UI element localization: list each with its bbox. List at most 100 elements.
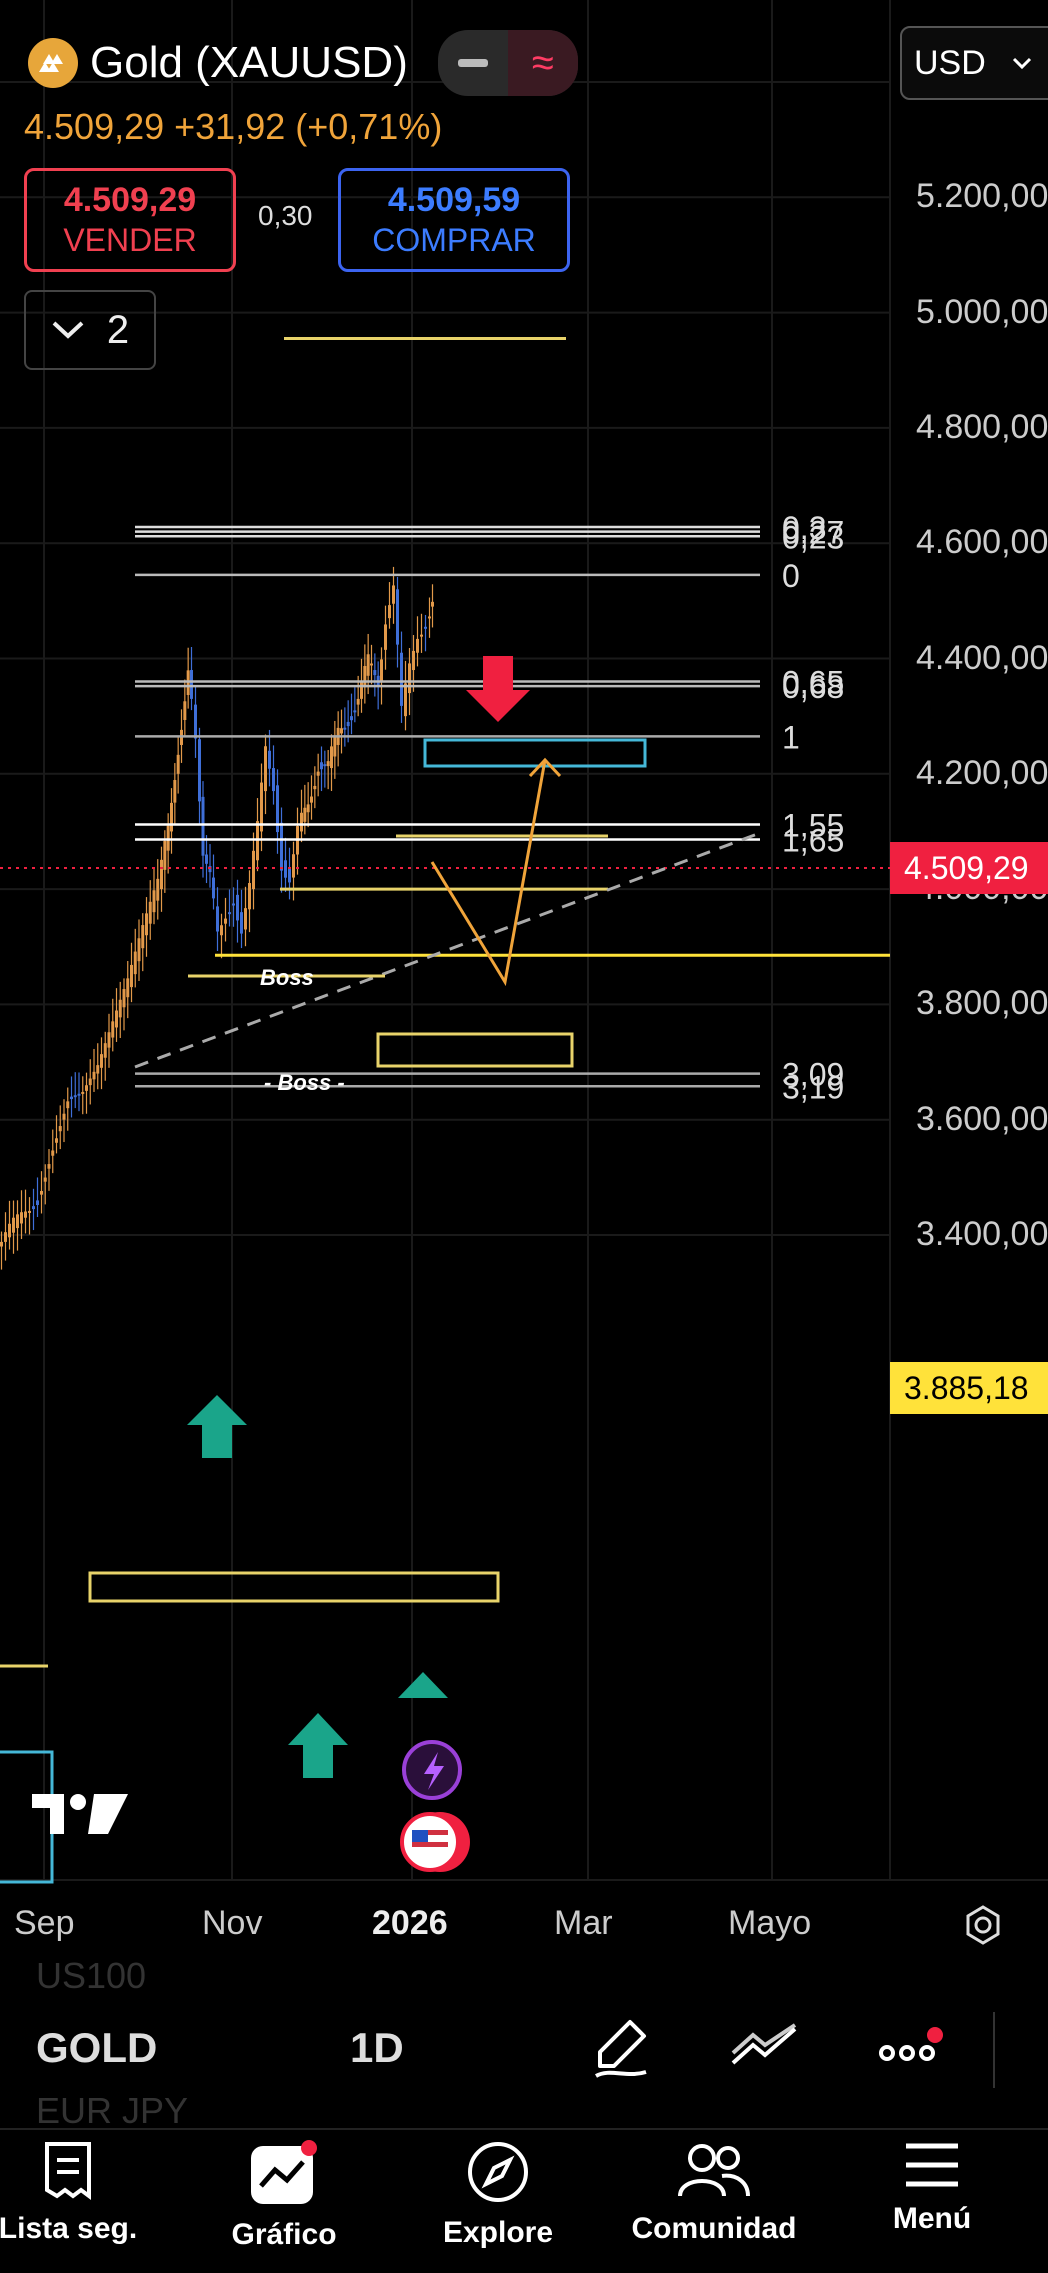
price-axis-label: 3.400,00 [916,1215,1048,1253]
candle-body [264,746,267,792]
price-axis-label: 4.200,00 [916,753,1048,792]
candle-body [85,1085,88,1091]
flag-canton [412,1830,428,1842]
bottom-tab-bar [0,2128,1048,2273]
flag-stripe [412,1842,448,1847]
candle-body [431,601,434,607]
more-options-button[interactable] [870,2008,950,2088]
wave-icon[interactable]: ≈ [507,30,578,96]
candle-body [260,782,263,832]
candle-body [122,989,126,1008]
community-icon [676,2140,752,2200]
candle-body [366,654,370,676]
lightning-icon [424,1752,444,1790]
candle-body [96,1065,100,1074]
candle-body [166,825,170,851]
fib-level-label: 1,65 [782,823,844,859]
candle-body [392,585,395,604]
buy-button[interactable]: 4.509,59 COMPRAR [338,168,570,272]
price-axis-label: 3.600,00 [916,1099,1048,1138]
settings-icon[interactable] [962,1904,1004,1946]
time-axis-label: 2026 [372,1904,448,1942]
draw-tool-button[interactable] [582,2008,662,2088]
candle-body [370,663,373,666]
tab-community[interactable]: Comunidad [614,2140,814,2246]
candle-body [12,1217,15,1233]
candle-body [81,1091,85,1094]
candle-body [323,764,327,767]
candle-body [73,1095,77,1098]
toolbar-divider [993,2012,995,2088]
sell-signal-arrow [466,656,530,722]
indicators-collapse-button[interactable]: 2 [24,290,156,370]
candlestick-series [0,566,434,1270]
candle-body [360,681,363,699]
price-chart[interactable]: 0,30,270,230 0,650,68 1 1,551,65 3,093,19 Bo… [0,0,1048,1960]
candle-body [88,1078,92,1086]
buy-label: COMPRAR [372,222,536,258]
candle-body [183,701,187,720]
tab-chart[interactable]: Gráfico [184,2140,384,2252]
candle-body [333,735,337,757]
candle-body [148,901,152,924]
fib-level-label: 1,55 [782,808,844,844]
candle-body [244,908,247,930]
candle-body [356,698,360,705]
minus-icon[interactable] [438,30,508,96]
candle-body [408,663,411,694]
tab-label: Gráfico [231,2218,337,2251]
candle-body [240,912,243,934]
candle-body [276,785,279,833]
candle-body [137,938,141,962]
price-axis-label: 5.200,00 [916,177,1048,216]
buy-price: 4.509,59 [387,181,521,219]
trend-line [134,831,761,1069]
currency-select[interactable]: USD [900,26,1048,100]
candle-body [330,746,333,769]
tab-menu[interactable]: Menú [832,2140,1032,2236]
candle-body [4,1232,7,1242]
candle-body [220,925,223,936]
candle-body [133,951,137,975]
candle-body [268,750,271,769]
candle-body [353,710,357,713]
candle-body [373,670,377,676]
currency-label: USD [914,43,986,82]
symbol-header[interactable]: Gold (XAUUSD) ≈ [28,30,578,96]
candle-body [428,616,431,619]
candle-body [208,866,212,873]
candle-body [284,860,287,878]
price-axis-label: 4.600,00 [916,523,1048,562]
symbol-selector[interactable]: GOLD [36,2024,158,2071]
price-change: 4.509,29 +31,92 (+0,71%) [24,106,443,147]
fibonacci-levels: 0,30,270,230 0,650,68 1 1,551,65 3,093,19 [135,510,844,1105]
candle-body [51,1150,55,1156]
sell-label: VENDER [63,222,197,258]
candle-body [47,1164,51,1169]
candle-body [107,1032,111,1048]
sell-button[interactable]: 4.509,29 VENDER [24,168,236,272]
tab-watchlist[interactable]: Lista seg. [0,2140,168,2246]
candle-body [173,780,177,803]
candle-body [300,812,303,832]
price-axis-label: 5.000,00 [916,292,1048,331]
candle-body [156,878,160,901]
indicator-count: 2 [106,307,130,352]
candle-body [28,1210,31,1213]
chart-mode-toggle[interactable]: ≈ [437,30,578,96]
candle-body [340,728,343,734]
gold-logo-icon [28,38,78,88]
candle-body [111,1021,115,1038]
price-axis-label: 4.400,00 [916,638,1048,677]
demand-zone [376,1032,574,1068]
candle-body [194,704,197,739]
indicators-button[interactable] [724,2008,804,2088]
candle-body [55,1138,58,1143]
interval-selector[interactable]: 1D [350,2024,404,2071]
time-axis-label: Nov [202,1904,263,1942]
candle-body [43,1177,47,1182]
tab-compass[interactable]: Explore [398,2140,598,2250]
tab-label: Explore [442,2216,554,2249]
candle-body [326,761,330,767]
chevron-down-icon [1012,57,1031,69]
